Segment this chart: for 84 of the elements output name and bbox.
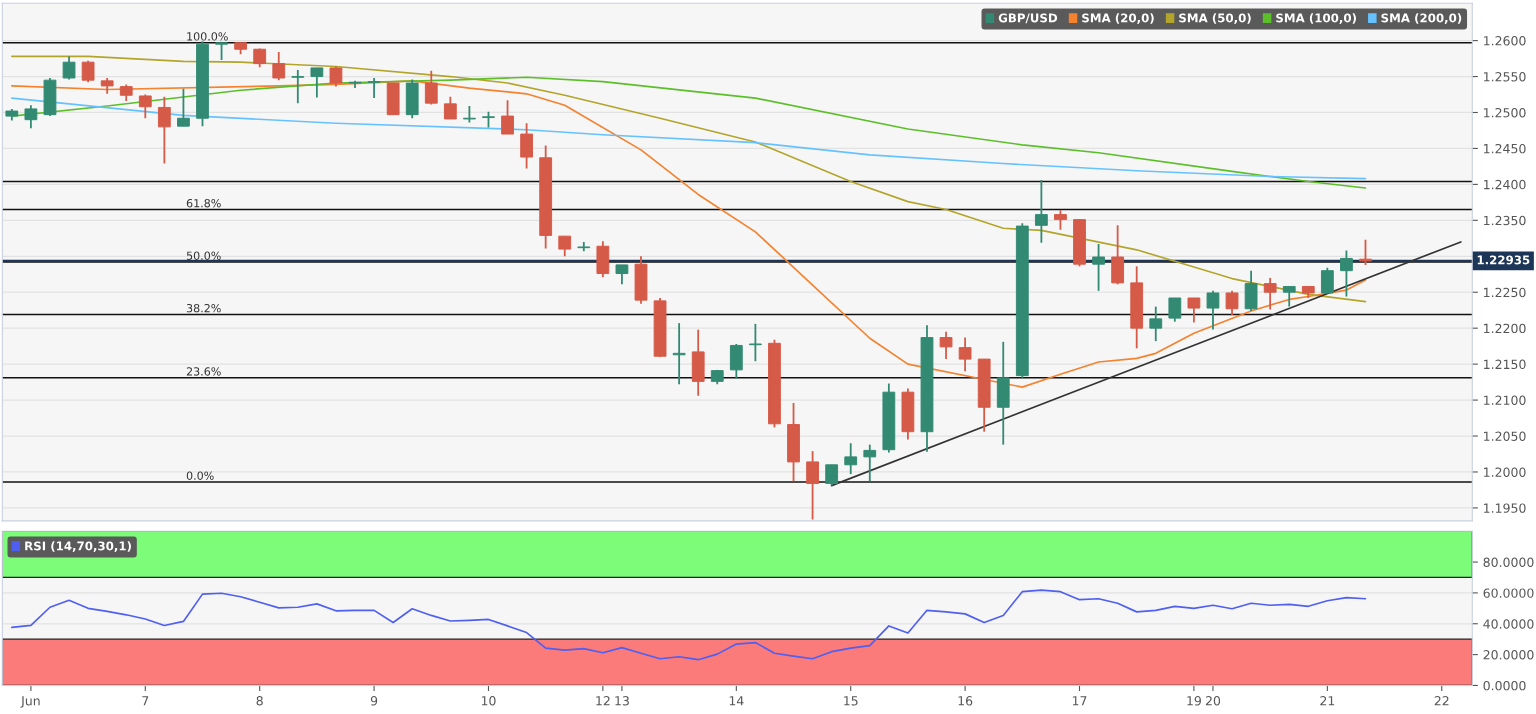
- annotation: 38.2%: [186, 303, 221, 313]
- y-tick-label: 1.2100: [1484, 395, 1526, 405]
- line-series: [11, 55, 1367, 303]
- legend-label: SMA (20,0): [1082, 13, 1154, 24]
- legend-label: GBP/USD: [998, 13, 1058, 24]
- candlestick: [24, 104, 38, 130]
- candlestick: [329, 65, 343, 88]
- y-tick-label: 1.2200: [1484, 323, 1526, 334]
- candlestick: [501, 99, 514, 135]
- candlestick: [1340, 249, 1353, 298]
- candlestick: [1034, 179, 1048, 244]
- candlestick: [81, 59, 95, 84]
- x-tick-label: 19: [1187, 696, 1201, 706]
- candlestick: [1092, 243, 1105, 292]
- x-tick-label: 20: [1205, 696, 1221, 706]
- candlestick: [157, 95, 171, 165]
- candlestick: [1225, 289, 1239, 317]
- line-series: [11, 589, 1367, 661]
- candlestick: [1168, 297, 1182, 323]
- candlestick: [1359, 238, 1372, 266]
- candlestick: [863, 443, 877, 483]
- candlestick: [1282, 285, 1296, 308]
- y-tick-label: 1.1950: [1484, 503, 1526, 513]
- y-tick-label: 1.2500: [1484, 107, 1526, 118]
- legend-label: SMA (50,0): [1179, 13, 1251, 24]
- candlestick: [1263, 276, 1277, 311]
- x-tick-label: 21: [1320, 696, 1335, 706]
- y-tick-label: 1.2150: [1484, 359, 1526, 370]
- x-tick-label: 15: [844, 696, 858, 706]
- candlestick: [1320, 266, 1334, 295]
- line-series: [11, 97, 1367, 180]
- annotation: 0.0%: [186, 471, 214, 480]
- annotation: 100.0%: [187, 32, 228, 41]
- candlestick: [939, 330, 953, 361]
- y-tick-label: 40.0000: [1483, 619, 1534, 629]
- x-tick-label: 14: [729, 696, 744, 706]
- candlestick: [748, 322, 762, 363]
- candlestick: [806, 450, 819, 521]
- y-tick-label: 1.2250: [1484, 287, 1526, 298]
- y-tick-label: 1.2600: [1484, 36, 1526, 46]
- candlestick: [310, 67, 324, 99]
- candlestick: [520, 122, 534, 170]
- candlestick: [558, 235, 572, 258]
- candlestick: [825, 463, 839, 487]
- candlestick: [291, 69, 305, 105]
- y-tick-label: 20.0000: [1483, 650, 1534, 660]
- x-tick-label: 17: [1072, 696, 1087, 706]
- candlestick: [844, 442, 858, 476]
- y-tick-label: 80.0000: [1483, 557, 1534, 567]
- x-tick-label: 7: [142, 696, 149, 706]
- legend-label: SMA (100,0): [1276, 13, 1356, 24]
- candlestick: [367, 77, 381, 100]
- candlestick: [615, 264, 629, 286]
- candlestick: [177, 87, 190, 128]
- y-tick-label: 1.2050: [1484, 431, 1526, 441]
- y-tick-label: 1.2550: [1484, 72, 1526, 82]
- candlestick: [1149, 305, 1163, 343]
- annotation: 50.0%: [186, 251, 221, 260]
- candlestick: [958, 336, 972, 373]
- y-tick-label: 1.2000: [1484, 467, 1526, 477]
- legend-label: RSI (14,70,30,1): [25, 541, 131, 552]
- legend-label: SMA (200,0): [1381, 13, 1462, 24]
- y-tick-label: 60.0000: [1483, 588, 1534, 598]
- x-tick-label: Jun: [20, 696, 40, 708]
- x-tick-label: 12: [596, 696, 610, 706]
- candlestick: [1206, 289, 1220, 331]
- annotation: 61.8%: [186, 199, 221, 208]
- x-tick-label: 8: [256, 696, 263, 706]
- candlestick: [443, 95, 457, 120]
- x-tick-label: 16: [958, 696, 973, 706]
- y-tick-label: 1.2350: [1484, 215, 1526, 226]
- candlestick: [272, 51, 286, 82]
- ref-line-label: 1.22935: [1477, 255, 1530, 265]
- candlestick: [424, 69, 438, 106]
- annotation: 23.6%: [186, 367, 221, 376]
- y-tick-label: 0.0000: [1483, 680, 1526, 691]
- x-tick-label: 22: [1434, 696, 1449, 706]
- x-tick-label: 10: [481, 696, 496, 706]
- x-tick-label: 9: [370, 696, 378, 706]
- x-tick-label: 13: [615, 696, 629, 706]
- candlestick: [1054, 209, 1067, 231]
- y-tick-label: 1.2450: [1484, 143, 1526, 154]
- y-tick-label: 1.2400: [1484, 179, 1526, 190]
- candlestick: [1187, 297, 1201, 324]
